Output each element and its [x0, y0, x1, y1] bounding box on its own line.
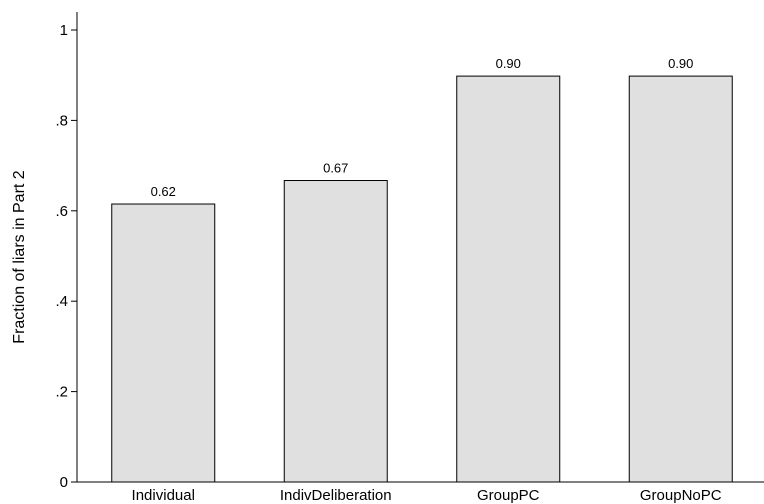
x-axis: Individual IndivDeliberation GroupPC GroupN…: [77, 481, 764, 504]
y-tick-label: .6: [55, 203, 68, 220]
data-label: 0.90: [496, 56, 521, 71]
data-label: 0.62: [151, 184, 176, 199]
x-category-label: GroupPC: [477, 487, 540, 504]
bar-grouppc: [456, 75, 561, 483]
y-axis: 0 .2 .4 .6 .8 1: [55, 12, 78, 491]
y-tick-label: 1: [60, 22, 68, 39]
data-label: 0.67: [323, 161, 348, 176]
x-category-label: IndivDeliberation: [280, 487, 392, 504]
bar-indivdeliberation: [283, 180, 388, 483]
data-label: 0.90: [668, 56, 693, 71]
bar-groupnopc: [628, 75, 733, 483]
y-tick-label: .2: [55, 384, 68, 401]
y-tick-label: .4: [55, 293, 68, 310]
x-category-label: Individual: [132, 487, 195, 504]
bar-individual: [111, 203, 216, 483]
y-axis-title: Fraction of liars in Part 2: [11, 170, 28, 344]
bars-group: [111, 75, 733, 483]
y-tick-label: .8: [55, 112, 68, 129]
x-category-label: GroupNoPC: [640, 487, 722, 504]
y-tick-label: 0: [60, 474, 68, 491]
data-labels-group: 0.62 0.67 0.90 0.90: [151, 56, 694, 199]
